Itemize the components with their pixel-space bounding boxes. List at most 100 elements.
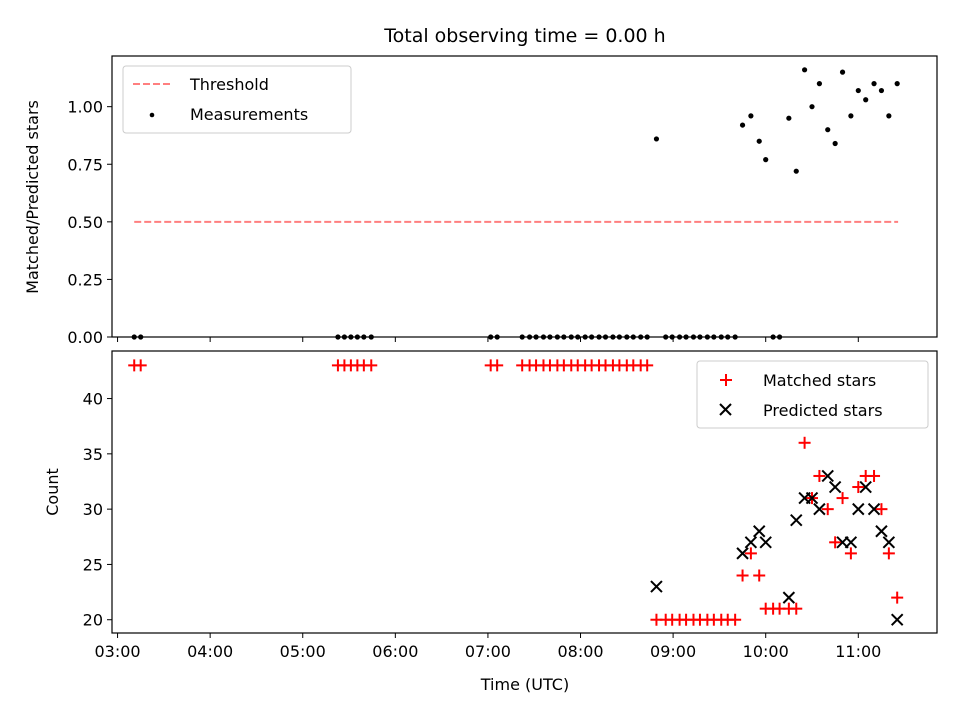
matched-stars-point [491, 359, 504, 372]
x-tick-label: 07:00 [465, 642, 511, 661]
top-legend: Threshold Measurements [122, 65, 352, 134]
matched-stars-point [882, 547, 895, 560]
measurements-point [855, 87, 861, 94]
measurements-point [839, 69, 846, 75]
top-y-tick-label: 0.00 [67, 328, 103, 347]
predicted-stars-point-b [805, 491, 819, 505]
x-tick-label: 06:00 [372, 642, 418, 661]
measurements-point [848, 113, 854, 119]
matched-stars-point [134, 359, 147, 372]
measurements-point [863, 97, 869, 103]
top-chart-title: Total observing time = 0.00 h [383, 25, 665, 47]
predicted-stars-point-b [852, 502, 865, 516]
measurements-point [801, 67, 808, 73]
x-tick-label: 04:00 [187, 642, 233, 661]
matched-stars-point [813, 469, 826, 482]
predicted-stars-point-b [821, 469, 834, 483]
matched-stars-point [836, 492, 849, 505]
predicted-stars-point [890, 613, 904, 626]
predicted-stars-point [782, 591, 796, 604]
measurements-legend-swatch [149, 112, 155, 118]
bottom-y-tick-label: 35 [83, 445, 103, 464]
bottom-y-tick-label: 20 [83, 611, 103, 630]
predicted-stars-point-b [790, 513, 803, 527]
measurements-point [786, 115, 792, 121]
predicted-stars-point [844, 536, 858, 549]
matched-stars-point [829, 536, 842, 549]
predicted-stars-point [852, 502, 865, 516]
matched-stars-legend-label: Matched stars [763, 371, 876, 390]
predicted-stars-point [753, 525, 766, 538]
measurements-point [816, 81, 823, 87]
bottom-panel: 20 25 30 35 40 03:00 04:00 05:00 06:00 07:00 08:00… [83, 350, 938, 661]
predicted-stars-point [867, 502, 881, 516]
predicted-stars-point-b [759, 536, 772, 549]
top-y-tick-label: 0.50 [67, 213, 103, 232]
matched-stars-point [875, 503, 888, 516]
predicted-stars-point-b [844, 536, 858, 549]
matched-stars-point [868, 469, 881, 482]
top-legend-frame [122, 65, 352, 134]
x-tick-label: 10:00 [743, 642, 789, 661]
predicted-stars-point-b [650, 580, 663, 593]
measurements-point [763, 157, 769, 163]
top-y-axis-label: Matched/Predicted stars [23, 100, 42, 294]
predicted-stars-point [736, 547, 749, 560]
predicted-stars-point [650, 580, 663, 593]
predicted-stars-point-b [813, 502, 826, 516]
predicted-stars-point [759, 536, 772, 549]
predicted-stars-point [882, 536, 896, 549]
matched-stars-point [641, 359, 654, 372]
predicted-stars-point [828, 480, 842, 494]
measurements-point [756, 138, 762, 144]
predicted-stars-point-b [782, 591, 796, 604]
bottom-y-tick-label: 40 [83, 390, 103, 409]
matched-stars-point [736, 569, 749, 582]
bottom-y-tick-label: 30 [83, 500, 103, 519]
measurements-point [832, 140, 838, 147]
predicted-stars-point-b [867, 502, 881, 516]
measurements-legend-label: Measurements [190, 105, 308, 124]
matched-stars-point [852, 481, 865, 494]
x-tick-label: 08:00 [557, 642, 603, 661]
predicted-stars-legend-label: Predicted stars [763, 401, 883, 420]
bottom-legend-frame [696, 360, 929, 429]
measurements-point [878, 87, 885, 94]
matched-stars-point [891, 591, 904, 604]
threshold-legend-label: Threshold [189, 75, 269, 94]
predicted-stars-point [859, 480, 872, 494]
top-panel: 0.00 0.25 0.50 0.75 1.00 [67, 55, 938, 347]
x-tick-label: 03:00 [95, 642, 141, 661]
top-y-tick-label: 1.00 [67, 98, 103, 117]
bottom-axes-frame [111, 350, 938, 634]
predicted-stars-point [813, 502, 826, 516]
measurements-point [793, 168, 799, 174]
measurements-point [748, 113, 754, 119]
x-axis-label: Time (UTC) [480, 675, 569, 694]
bottom-y-tick-label: 25 [83, 555, 103, 574]
top-axes-frame [111, 55, 938, 338]
matched-stars-point [729, 613, 742, 626]
predicted-stars-point-b [882, 536, 896, 549]
predicted-stars-point-b [744, 536, 758, 549]
matched-stars-point [753, 569, 766, 582]
matched-stars-point [744, 547, 757, 560]
bottom-legend: Matched stars Predicted stars [696, 360, 929, 429]
x-tick-label: 09:00 [650, 642, 696, 661]
matched-stars-legend-swatch [720, 374, 732, 386]
measurements-point [653, 136, 660, 142]
predicted-stars-point [821, 469, 834, 483]
predicted-stars-point-b [753, 525, 766, 538]
measurements-point [809, 104, 815, 110]
top-y-tick-label: 0.25 [67, 270, 103, 289]
predicted-stars-point-b [828, 480, 842, 494]
predicted-stars-point [744, 536, 758, 549]
predicted-stars-legend-swatch [719, 403, 732, 416]
matched-stars-point [821, 503, 834, 516]
matched-stars-point [844, 547, 857, 560]
measurements-point [894, 81, 900, 87]
measurements-point [825, 127, 831, 133]
x-tick-label: 11:00 [835, 642, 881, 661]
predicted-stars-point [790, 513, 803, 527]
